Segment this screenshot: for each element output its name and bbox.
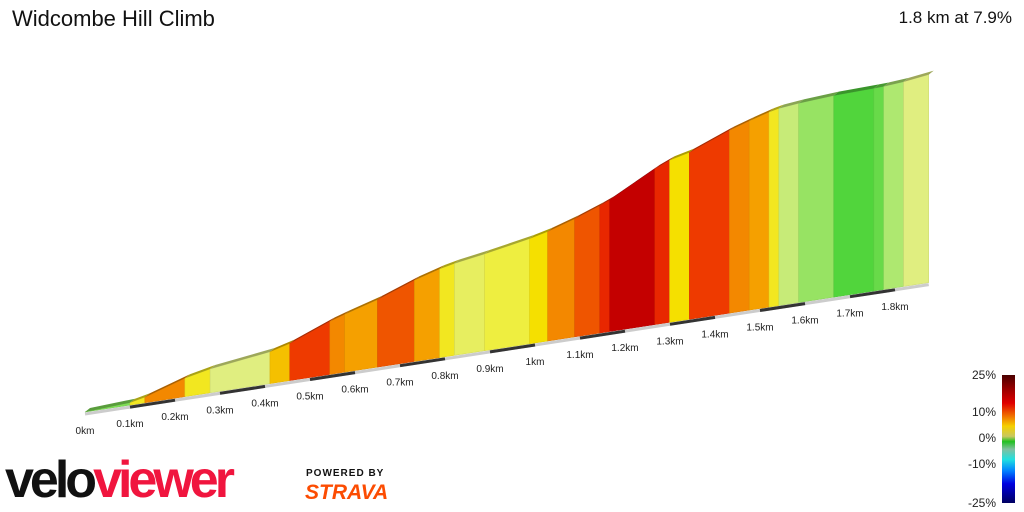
profile-segment	[903, 74, 929, 287]
distance-label: 0.2km	[161, 412, 188, 423]
distance-label: 0.4km	[251, 398, 278, 409]
profile-segment-top	[454, 250, 490, 264]
profile-segment-top	[574, 201, 605, 219]
legend-label-0: 0%	[978, 431, 996, 445]
profile-segment	[547, 218, 575, 342]
profile-segment-top	[144, 374, 190, 398]
segment-title: Widcombe Hill Climb	[12, 6, 215, 31]
profile-segment-top	[130, 393, 150, 403]
profile-segment-top	[85, 398, 135, 412]
profile-segment-top	[669, 148, 695, 161]
distance-label: 0.6km	[341, 385, 368, 396]
profile-segment-top	[833, 84, 879, 96]
distance-label: 1.7km	[836, 309, 863, 320]
distance-label: 1.1km	[566, 350, 593, 361]
distance-label: 0.8km	[431, 371, 458, 382]
profile-segment-top	[654, 156, 675, 169]
legend-label-min: -25%	[967, 496, 996, 510]
distance-tick	[309, 371, 356, 381]
legend-label-max: 25%	[971, 368, 996, 382]
distance-tick	[129, 398, 176, 409]
profile-segment-top	[778, 99, 804, 109]
profile-segment-top	[729, 116, 755, 131]
profile-segment	[778, 102, 799, 306]
strava-logo[interactable]: STRAVA	[305, 481, 389, 504]
profile-segment-top	[903, 70, 934, 82]
profile-segment-top	[329, 310, 350, 322]
distance-label: 1.3km	[656, 336, 683, 347]
distance-label: 0.7km	[386, 378, 413, 389]
profile-segment-top	[873, 82, 889, 89]
profile-segment	[669, 152, 690, 323]
profile-segment-top	[289, 317, 335, 344]
profile-segment-top	[883, 77, 909, 87]
distance-label: 1.2km	[611, 343, 638, 354]
profile-segment-top	[749, 108, 774, 121]
profile-segment	[748, 111, 770, 311]
profile-segment	[654, 159, 670, 325]
legend-label-minus10: -10%	[967, 457, 996, 471]
profile-segment-top	[439, 259, 460, 269]
profile-segment-top	[689, 126, 735, 153]
profile-segment-top	[269, 339, 295, 352]
distance-tick	[759, 302, 806, 312]
distance-tick	[489, 343, 536, 354]
profile-segment-top	[798, 91, 839, 104]
profile-segment	[484, 238, 530, 352]
distance-tick	[669, 315, 716, 326]
profile-segment-top	[609, 164, 660, 200]
profile-segment	[329, 313, 345, 375]
profile-segment	[599, 199, 610, 334]
distance-label: 1.5km	[746, 323, 773, 334]
distance-tick	[219, 384, 266, 395]
distance-label: 0.5km	[296, 392, 323, 403]
distance-tick	[579, 329, 626, 340]
profile-segment	[883, 81, 904, 290]
profile-segment	[377, 279, 415, 368]
legend-label-10: 10%	[971, 405, 996, 419]
segment-summary: 1.8 km at 7.9%	[898, 8, 1012, 27]
profile-segment-top	[344, 295, 383, 315]
distance-label: 1km	[526, 357, 545, 368]
profile-segment	[529, 231, 548, 345]
profile-segment	[454, 253, 485, 356]
distance-label: 0.3km	[206, 405, 233, 416]
profile-segment-top	[210, 347, 275, 370]
distance-label: 1.8km	[881, 302, 908, 313]
profile-segment	[414, 268, 440, 362]
profile-segment	[833, 88, 875, 298]
profile-segment	[289, 320, 331, 381]
distance-tick	[849, 288, 896, 299]
profile-segment	[798, 95, 835, 303]
distance-label: 1.4km	[701, 329, 728, 340]
distance-label: 0km	[76, 426, 95, 437]
profile-segment	[768, 108, 780, 308]
veloviewer-logo[interactable]: veloviewer	[5, 451, 235, 509]
profile-segment-top	[769, 104, 784, 113]
profile-segment-top	[547, 214, 580, 232]
distance-label: 0.1km	[116, 419, 143, 430]
profile-segment	[689, 129, 730, 320]
distance-tick	[399, 357, 446, 368]
profile-segment	[574, 205, 601, 338]
powered-by-label: POWERED BY	[306, 468, 385, 479]
profile-segment	[609, 168, 655, 332]
profile-segment-top	[529, 227, 553, 239]
distance-label: 0.9km	[476, 364, 503, 375]
distance-label: 1.6km	[791, 316, 818, 327]
profile-segment	[729, 120, 750, 314]
profile-segment-top	[414, 264, 445, 281]
profile-segment-top	[484, 234, 535, 255]
gradient-legend-bar	[1002, 375, 1015, 503]
profile-segment-top	[599, 195, 615, 206]
profile-segment	[873, 86, 884, 292]
profile-segment-top	[377, 276, 420, 300]
profile-segment-top	[184, 365, 216, 379]
profile-segment	[439, 263, 455, 358]
